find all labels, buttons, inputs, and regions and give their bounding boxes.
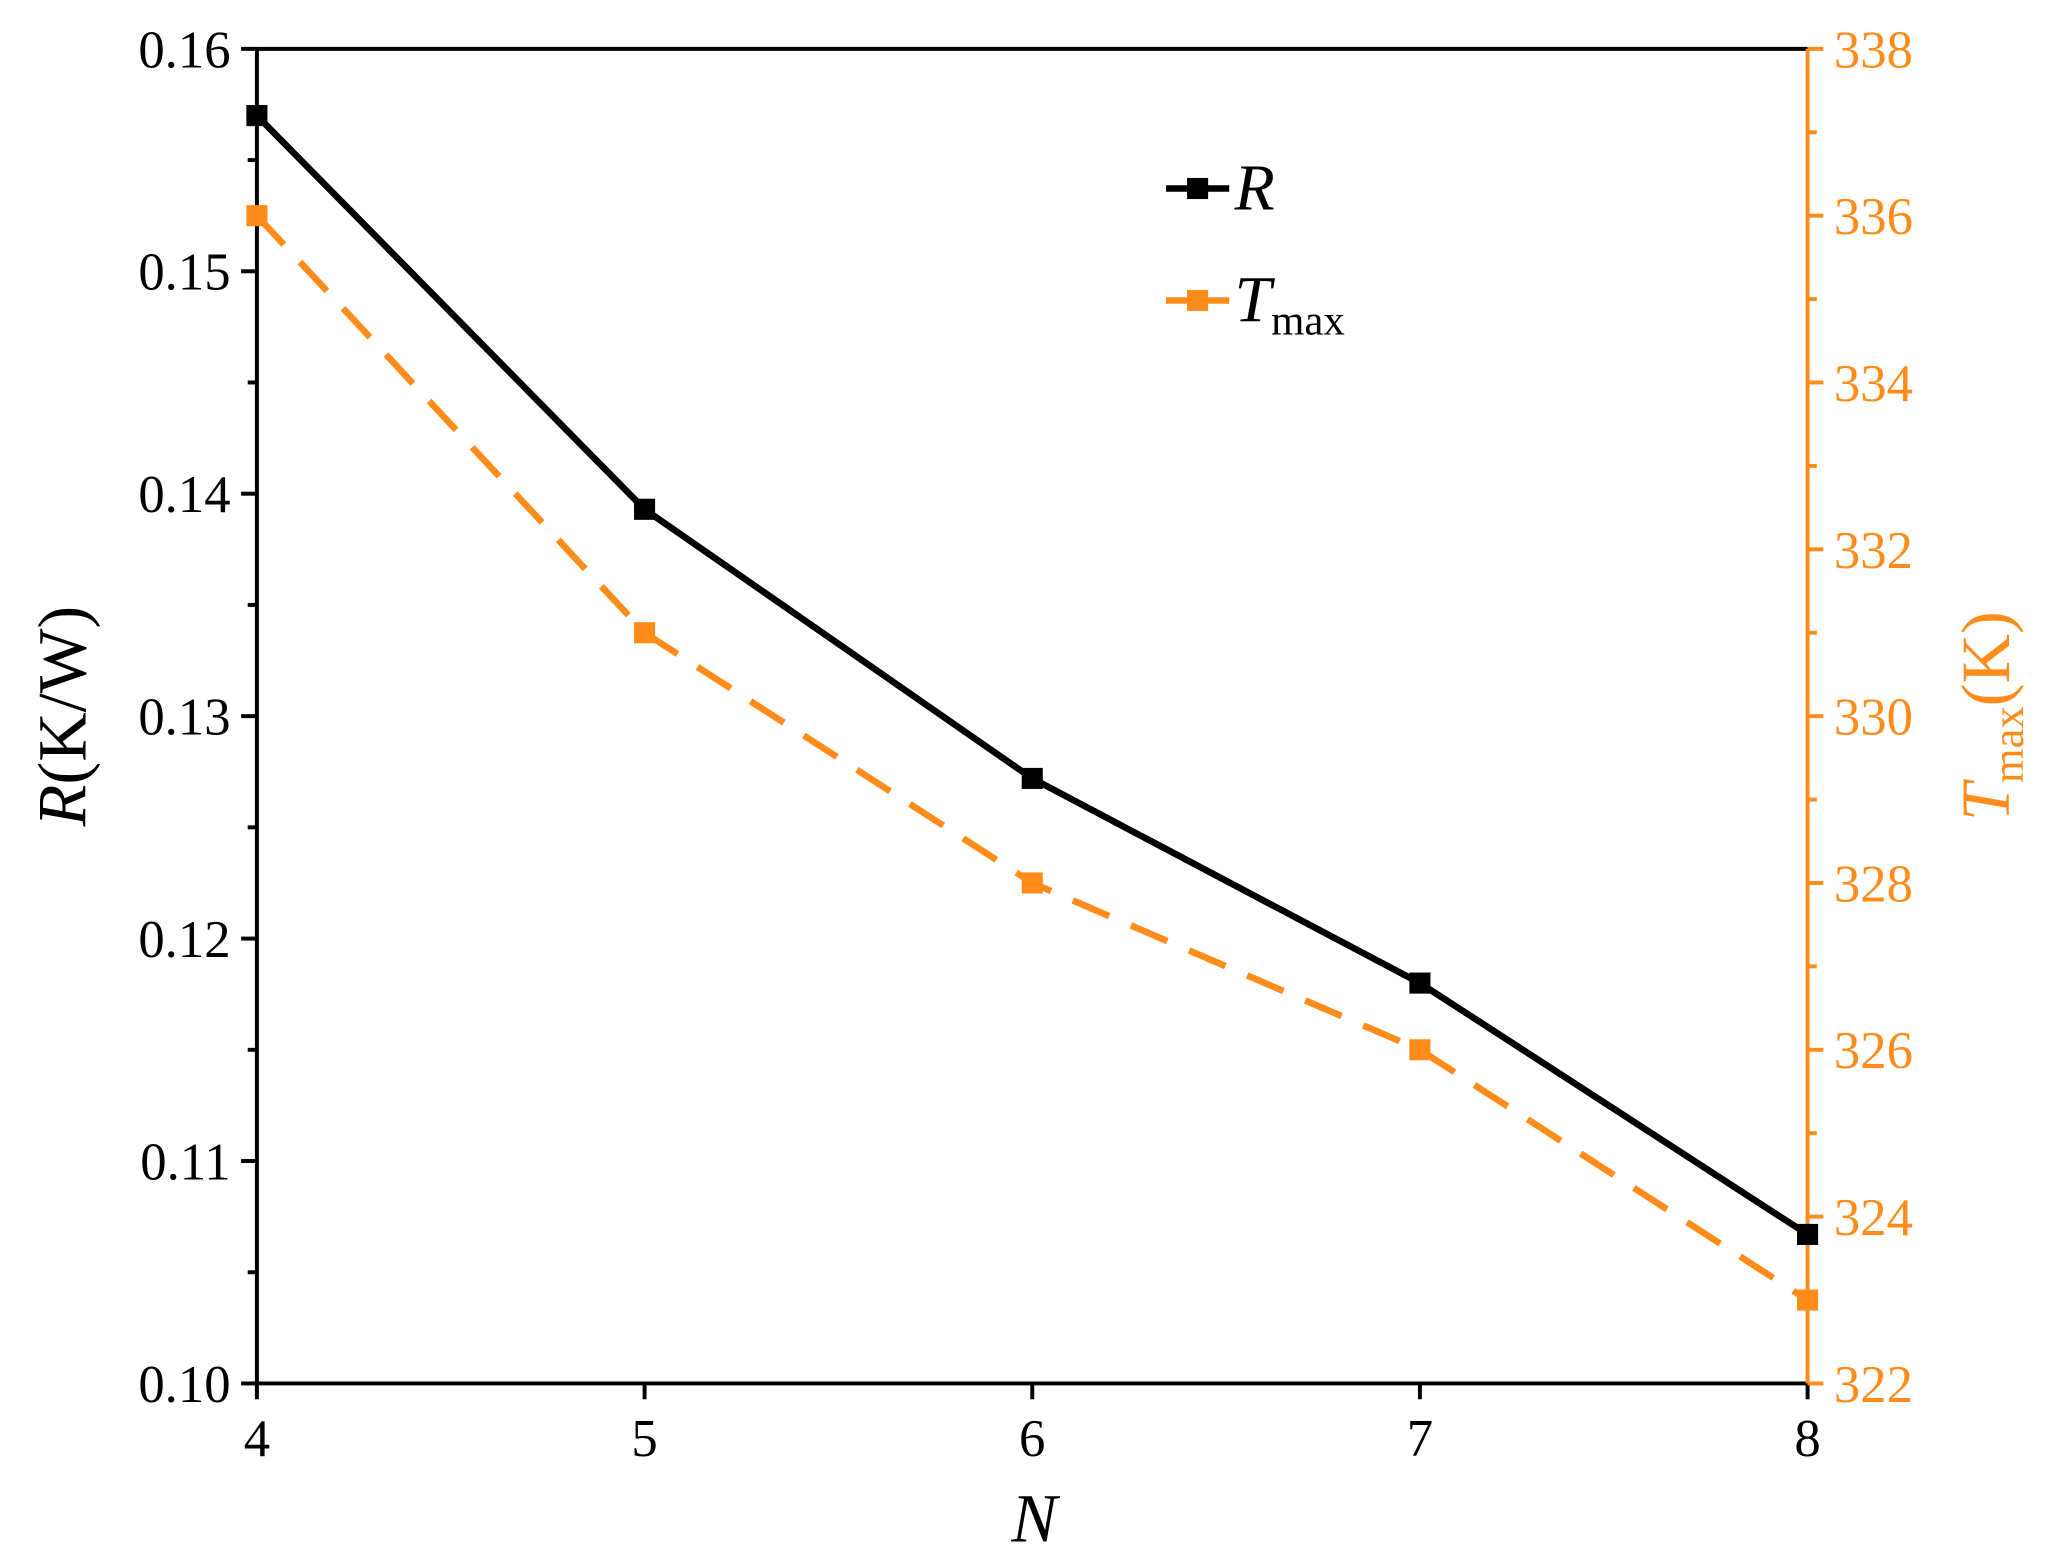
- x-tick-label: 6: [1019, 1410, 1045, 1468]
- y2-tick-label: 326: [1834, 1022, 1913, 1080]
- y-tick-label: 0.13: [138, 689, 230, 747]
- marker: [1409, 972, 1431, 994]
- series-line: [254, 113, 1810, 1238]
- marker: [246, 205, 268, 227]
- x-tick-label: 4: [244, 1410, 270, 1468]
- marker: [634, 498, 656, 520]
- y2-tick-label: 338: [1834, 21, 1913, 79]
- marker: [1797, 1289, 1819, 1311]
- y2-tick-label: 324: [1834, 1189, 1913, 1247]
- x-tick-label: 8: [1794, 1410, 1820, 1468]
- legend-label: Tmax: [1234, 264, 1344, 345]
- x-tick-label: 7: [1407, 1410, 1433, 1468]
- legend-label: R: [1233, 152, 1274, 225]
- marker: [1409, 1039, 1431, 1061]
- y2-tick-label: 334: [1834, 355, 1913, 413]
- y-tick-label: 0.16: [138, 21, 230, 79]
- y-tick-label: 0.11: [140, 1133, 230, 1191]
- marker: [1021, 872, 1043, 894]
- y2-tick-label: 330: [1834, 689, 1913, 747]
- y-tick-label: 0.15: [138, 244, 230, 302]
- marker: [634, 622, 656, 644]
- marker: [1021, 767, 1043, 789]
- y2-tick-label: 332: [1834, 522, 1913, 580]
- x-axis-label: N: [1010, 1481, 1060, 1557]
- y2-tick-label: 328: [1834, 855, 1913, 913]
- x-tick-label: 5: [631, 1410, 657, 1468]
- y-axis-label: R(K/W): [25, 606, 101, 828]
- y-tick-label: 0.12: [138, 911, 230, 969]
- y2-axis-label: Tmax(K): [1948, 611, 2033, 821]
- marker: [1797, 1223, 1819, 1245]
- legend-marker: [1187, 289, 1209, 312]
- y2-tick-label: 322: [1834, 1356, 1913, 1414]
- marker: [246, 105, 268, 127]
- y-tick-label: 0.14: [138, 466, 230, 524]
- legend-marker: [1187, 177, 1209, 200]
- series-line: [254, 213, 1810, 1303]
- y-tick-label: 0.10: [138, 1356, 230, 1414]
- y2-tick-label: 336: [1834, 188, 1913, 246]
